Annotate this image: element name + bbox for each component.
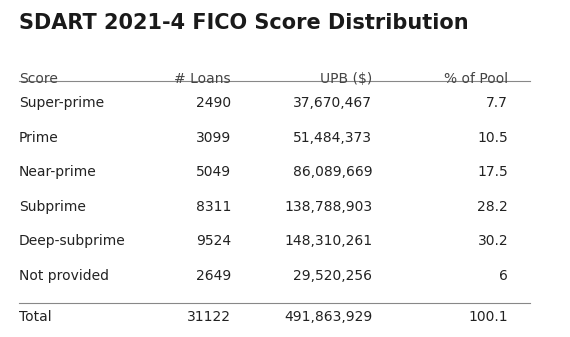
Text: 30.2: 30.2 [478, 234, 508, 248]
Text: Score: Score [19, 72, 58, 86]
Text: 2649: 2649 [196, 269, 231, 283]
Text: 29,520,256: 29,520,256 [293, 269, 372, 283]
Text: 17.5: 17.5 [477, 165, 508, 179]
Text: 6: 6 [499, 269, 508, 283]
Text: 9524: 9524 [196, 234, 231, 248]
Text: Subprime: Subprime [19, 200, 86, 214]
Text: Prime: Prime [19, 131, 59, 145]
Text: Near-prime: Near-prime [19, 165, 97, 179]
Text: # Loans: # Loans [174, 72, 231, 86]
Text: 10.5: 10.5 [477, 131, 508, 145]
Text: % of Pool: % of Pool [444, 72, 508, 86]
Text: 86,089,669: 86,089,669 [292, 165, 372, 179]
Text: Deep-subprime: Deep-subprime [19, 234, 126, 248]
Text: 51,484,373: 51,484,373 [293, 131, 372, 145]
Text: Not provided: Not provided [19, 269, 109, 283]
Text: 5049: 5049 [196, 165, 231, 179]
Text: UPB ($): UPB ($) [320, 72, 372, 86]
Text: 37,670,467: 37,670,467 [293, 96, 372, 110]
Text: 138,788,903: 138,788,903 [284, 200, 372, 214]
Text: 8311: 8311 [196, 200, 231, 214]
Text: SDART 2021-4 FICO Score Distribution: SDART 2021-4 FICO Score Distribution [19, 13, 469, 33]
Text: 28.2: 28.2 [477, 200, 508, 214]
Text: 148,310,261: 148,310,261 [284, 234, 372, 248]
Text: 7.7: 7.7 [486, 96, 508, 110]
Text: 491,863,929: 491,863,929 [284, 310, 372, 324]
Text: 100.1: 100.1 [469, 310, 508, 324]
Text: 31122: 31122 [187, 310, 231, 324]
Text: Super-prime: Super-prime [19, 96, 104, 110]
Text: 2490: 2490 [196, 96, 231, 110]
Text: Total: Total [19, 310, 52, 324]
Text: 3099: 3099 [196, 131, 231, 145]
